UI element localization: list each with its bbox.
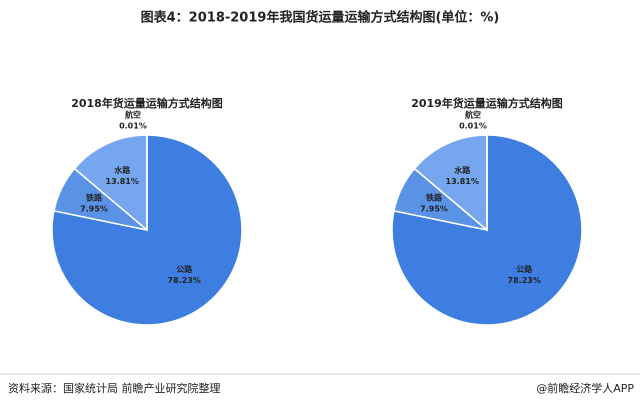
footer-brand: @前瞻经济学人APP	[536, 381, 634, 395]
pie-slice	[413, 134, 488, 232]
slice-label: 水路	[453, 165, 471, 175]
footer-source: 资料来源：国家统计局 前瞻产业研究院整理	[8, 381, 221, 395]
page-title: 图表4：2018-2019年我国货运量运输方式结构图(单位：%)	[141, 10, 500, 26]
slice-label: 铁路	[426, 193, 443, 203]
slice-value: 78.23%	[168, 276, 201, 285]
slice-label: 航空	[465, 110, 481, 120]
slice-value: 0.01%	[119, 122, 147, 131]
slice-label: 水路	[113, 165, 131, 175]
chart-title: 2018年货运量运输方式结构图	[71, 96, 223, 110]
slice-label: 航空	[125, 110, 141, 120]
slice-label: 公路	[516, 264, 533, 274]
pie-slice	[73, 134, 148, 232]
slice-value: 13.81%	[106, 177, 139, 186]
slice-value: 7.95%	[420, 205, 448, 214]
slice-value: 0.01%	[459, 122, 487, 131]
slice-label: 铁路	[86, 193, 103, 203]
slice-value: 78.23%	[508, 276, 541, 285]
slice-value: 7.95%	[80, 205, 108, 214]
slice-label: 公路	[176, 264, 193, 274]
chart-title: 2019年货运量运输方式结构图	[411, 96, 563, 110]
slice-value: 13.81%	[446, 177, 479, 186]
